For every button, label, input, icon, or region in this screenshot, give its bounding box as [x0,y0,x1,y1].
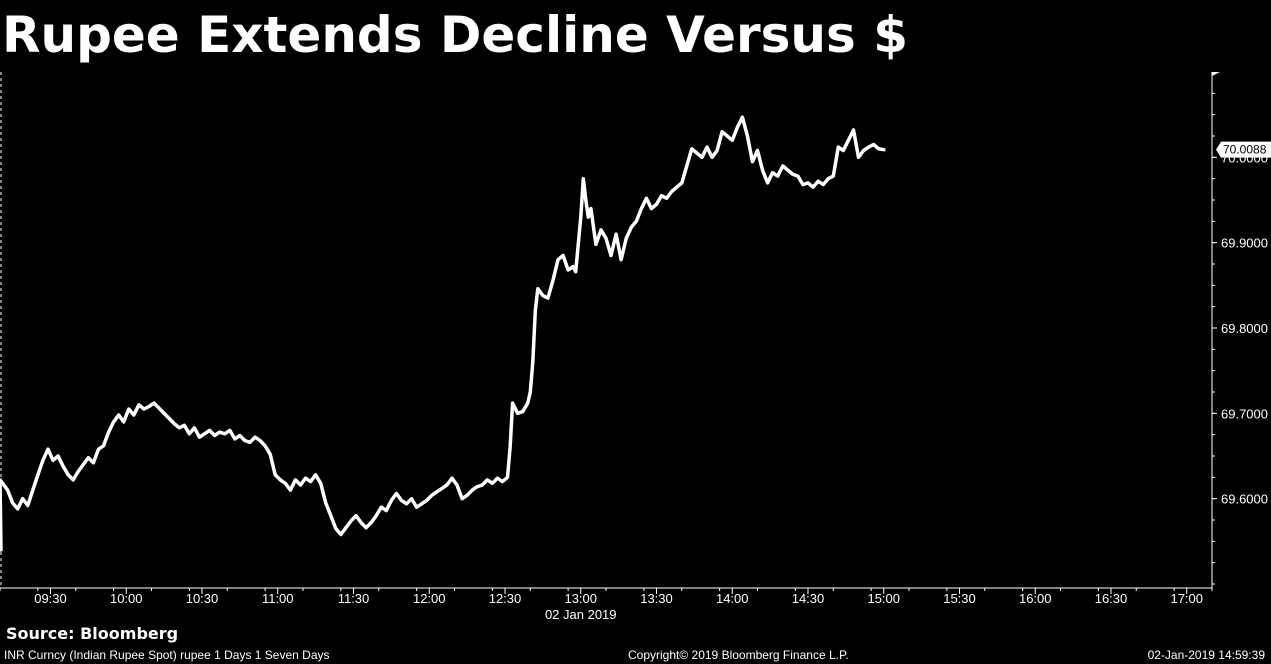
x-tick-label: 12:30 [489,591,522,606]
last-value-badge: 70.0088 [1216,141,1271,158]
y-tick-label: 69.6000 [1221,492,1268,507]
y-tick-label: 69.8000 [1221,321,1268,336]
x-tick-label: 11:30 [338,591,370,606]
source-note: Source: Bloomberg [6,624,179,643]
x-ticks: 09:30 10:00 10:30 11:00 11:30 12:00 12:30 13:00… [0,588,1213,606]
x-tick-label: 12:00 [413,591,446,606]
chart-title: Rupee Extends Decline Versus $ [2,6,908,64]
x-date-label: 02 Jan 2019 [545,607,617,622]
x-tick-label: 10:30 [186,591,219,606]
x-tick-label: 16:00 [1019,591,1052,606]
y-tick-label: 69.7000 [1221,406,1268,421]
x-tick-label: 13:00 [564,591,597,606]
x-tick-label: 16:30 [1095,591,1128,606]
last-value-badge-shape [1216,141,1271,158]
last-value-label: 70.0088 [1223,143,1267,157]
x-tick-label: 13:30 [640,591,673,606]
footer-copyright: Copyright© 2019 Bloomberg Finance L.P. [628,648,849,662]
x-tick-label: 17:00 [1170,591,1203,606]
x-tick-label: 11:00 [262,591,294,606]
footer-timestamp: 02-Jan-2019 14:59:39 [1147,648,1265,662]
x-tick-label: 14:00 [716,591,749,606]
x-tick-label: 09:30 [34,591,67,606]
y-tick-label: 69.9000 [1221,236,1268,251]
chart-axes [0,72,1220,589]
x-tick-label: 15:00 [867,591,900,606]
footer-ticker-description: INR Curncy (Indian Rupee Spot) rupee 1 D… [4,648,330,662]
y-axis-top-marker [1212,72,1220,76]
x-tick-label: 14:30 [792,591,825,606]
x-tick-label: 15:30 [943,591,976,606]
series-line [0,115,886,552]
x-tick-label: 10:00 [110,591,143,606]
